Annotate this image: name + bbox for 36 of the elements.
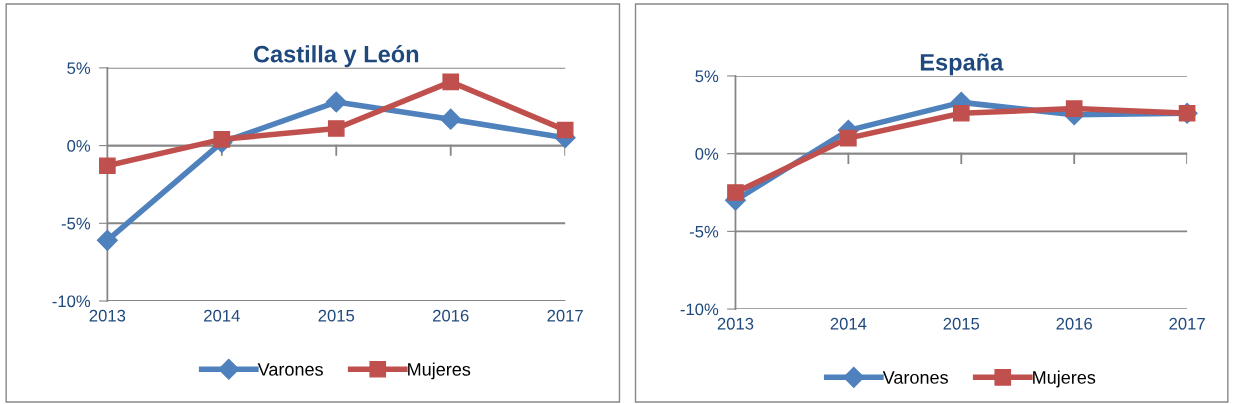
point (556, 121, 574, 139)
x-tick-label: 2013 (89, 309, 126, 322)
y-tick-label: -10% (680, 303, 719, 316)
x-tick-label: 2013 (717, 317, 754, 330)
point (325, 91, 347, 113)
legend-label: Mujeres (1033, 370, 1096, 388)
legend-label: Varones (257, 363, 323, 376)
point (213, 131, 231, 148)
point (952, 104, 970, 122)
y-tick-label: -5% (689, 225, 719, 238)
legend-label: Varones (882, 371, 948, 384)
y-tick-label: 0% (695, 148, 719, 160)
x-tick-label: 2015 (943, 317, 980, 330)
x-tick-label: 2015 (318, 309, 355, 322)
point (442, 73, 460, 91)
point (96, 229, 118, 251)
point (840, 129, 857, 147)
x-tick-label: 2016 (1056, 317, 1092, 330)
y-tick-label: 5% (67, 62, 91, 75)
point (99, 157, 116, 175)
point (440, 108, 462, 130)
chart-title: España (920, 53, 1004, 76)
x-tick-label: 2016 (433, 309, 469, 322)
chart-title: Castilla y León (253, 45, 419, 68)
point (1065, 100, 1083, 117)
x-tick-label: 2017 (547, 309, 583, 322)
point (327, 120, 345, 137)
y-tick-label: 0% (67, 139, 91, 152)
x-tick-label: 2017 (1169, 317, 1205, 330)
y-tick-label: -5% (61, 217, 91, 230)
x-tick-label: 2014 (830, 317, 867, 330)
y-tick-label: -10% (52, 295, 91, 308)
y-tick-label: 5% (695, 70, 719, 83)
point (727, 184, 744, 201)
legend-label: Mujeres (408, 362, 471, 380)
x-tick-label: 2014 (204, 309, 240, 322)
